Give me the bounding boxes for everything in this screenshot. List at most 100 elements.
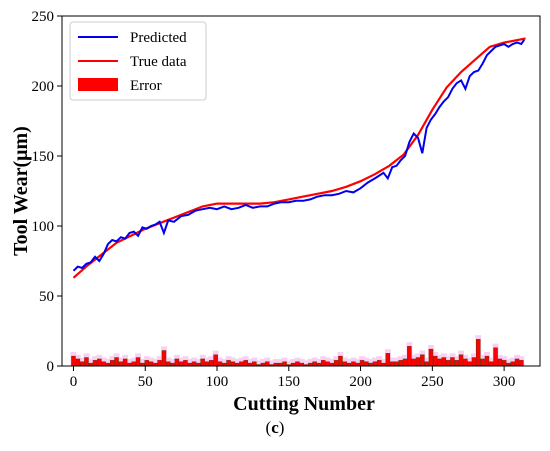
error-bar bbox=[226, 360, 231, 367]
error-bar bbox=[519, 360, 524, 367]
error-bar bbox=[174, 358, 180, 367]
error-bar bbox=[424, 361, 429, 367]
error-bar bbox=[101, 361, 106, 367]
error-bar bbox=[213, 354, 218, 367]
error-bar bbox=[144, 360, 150, 367]
error-bar bbox=[385, 353, 391, 367]
error-bar bbox=[252, 361, 257, 367]
caption-close-paren: ) bbox=[278, 418, 285, 437]
error-bar bbox=[480, 358, 485, 367]
error-shadow-bar bbox=[316, 359, 322, 366]
error-bar bbox=[510, 361, 515, 367]
error-bar bbox=[359, 360, 365, 367]
x-tick-label: 250 bbox=[421, 374, 444, 390]
y-tick-label: 100 bbox=[32, 219, 55, 235]
error-bar bbox=[122, 358, 128, 367]
error-bar bbox=[389, 361, 395, 367]
error-shadow-bar bbox=[139, 359, 146, 366]
error-bar bbox=[161, 350, 167, 367]
error-shadow-bar bbox=[255, 360, 262, 366]
error-bar bbox=[79, 361, 85, 367]
y-tick-label: 250 bbox=[32, 9, 55, 25]
error-shadow-bar bbox=[354, 359, 361, 366]
x-tick-label: 100 bbox=[206, 374, 229, 390]
figure-caption: (c) bbox=[0, 418, 550, 438]
x-tick-label: 200 bbox=[349, 374, 372, 390]
caption-open-paren: ( bbox=[265, 418, 272, 437]
legend-label-error: Error bbox=[130, 78, 162, 94]
error-bar bbox=[312, 361, 317, 367]
error-shadow-bar bbox=[234, 359, 241, 366]
error-bar bbox=[191, 361, 197, 367]
predicted-line bbox=[72, 39, 526, 272]
error-bar bbox=[454, 360, 459, 367]
x-axis-title: Cutting Number bbox=[233, 393, 375, 415]
error-shadow-bar bbox=[126, 359, 133, 366]
error-bar bbox=[420, 354, 425, 367]
error-bar bbox=[402, 358, 408, 367]
legend-swatch-error bbox=[78, 78, 118, 91]
error-shadow-bar bbox=[346, 359, 352, 366]
y-axis-ticks: 0 50 100 150 200 250 bbox=[32, 9, 62, 375]
error-bar bbox=[183, 360, 188, 367]
error-bar bbox=[131, 361, 137, 367]
plot-frame bbox=[61, 15, 541, 367]
error-bar bbox=[428, 348, 434, 367]
error-shadow-bar bbox=[169, 359, 176, 366]
error-bar bbox=[514, 358, 520, 367]
y-tick-label: 150 bbox=[32, 149, 55, 165]
y-tick-label: 50 bbox=[39, 289, 54, 305]
error-shadow-bar bbox=[380, 359, 387, 366]
error-shadow-bar bbox=[186, 359, 193, 366]
error-bar bbox=[178, 361, 184, 367]
error-shadow-bar bbox=[247, 359, 253, 366]
y-tick-label: 200 bbox=[32, 79, 55, 95]
error-bar bbox=[497, 358, 503, 367]
tool-wear-chart: 0 50 100 150 200 250 300 0 50 100 150 200 250 Cutti… bbox=[10, 9, 541, 415]
error-bar bbox=[230, 361, 236, 367]
error-bar bbox=[415, 357, 421, 367]
error-bar bbox=[394, 361, 399, 367]
error-shadow-bar bbox=[272, 359, 279, 366]
error-bar bbox=[118, 361, 124, 367]
error-bar bbox=[282, 361, 287, 367]
error-shadow-bar bbox=[505, 359, 512, 366]
error-bar bbox=[333, 360, 339, 367]
error-bar bbox=[135, 357, 141, 367]
error-bar bbox=[432, 355, 438, 367]
error-shadow-bar bbox=[367, 359, 374, 366]
error-shadow-bar bbox=[105, 359, 111, 366]
error-bar bbox=[376, 360, 382, 367]
error-bar bbox=[441, 357, 447, 367]
error-bar bbox=[209, 360, 214, 367]
error-bar bbox=[493, 347, 498, 367]
error-bar bbox=[325, 361, 330, 367]
caption-letter: c bbox=[271, 418, 279, 437]
error-bar bbox=[501, 360, 507, 367]
legend-label-true: True data bbox=[130, 54, 187, 70]
error-bar bbox=[71, 355, 76, 367]
error-bar bbox=[488, 361, 494, 367]
error-bar bbox=[398, 360, 403, 367]
error-bar bbox=[239, 361, 244, 367]
legend-label-predicted: Predicted bbox=[130, 30, 187, 46]
error-shadow-bar bbox=[87, 359, 94, 366]
error-bar bbox=[484, 355, 490, 367]
error-bar bbox=[463, 358, 468, 367]
error-shadow-bar bbox=[268, 360, 275, 366]
error-bar bbox=[351, 361, 356, 367]
error-bar bbox=[97, 358, 102, 367]
error-bar bbox=[471, 357, 477, 367]
error-bar bbox=[84, 357, 89, 367]
error-bar bbox=[372, 361, 378, 367]
error-bar bbox=[364, 361, 369, 367]
error-bar bbox=[148, 361, 154, 367]
error-bar bbox=[166, 361, 171, 367]
error-shadow-bar bbox=[260, 359, 266, 366]
error-bar bbox=[110, 360, 115, 367]
error-bar bbox=[204, 361, 210, 367]
error-shadow-bar bbox=[195, 359, 202, 366]
error-bar bbox=[295, 361, 300, 367]
error-bar bbox=[114, 357, 119, 367]
y-axis-title: Tool Wear(μm) bbox=[10, 126, 32, 256]
